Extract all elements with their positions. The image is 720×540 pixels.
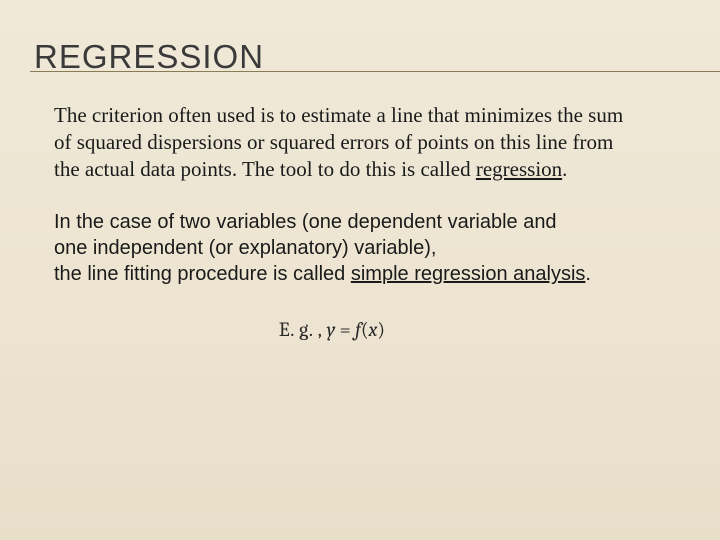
slide-title: REGRESSION xyxy=(34,38,690,78)
para2-underlined: simple regression analysis xyxy=(351,263,586,285)
para1-text-after: . xyxy=(562,157,567,181)
equation-prefix: E. g. , xyxy=(279,318,327,341)
para2-line2-after: . xyxy=(585,263,591,285)
paragraph-two-variables: In the case of two variables (one depend… xyxy=(54,209,594,288)
equation-close: ) xyxy=(377,318,385,341)
title-block: REGRESSION xyxy=(30,38,690,78)
para2-line1: In the case of two variables (one depend… xyxy=(54,211,557,259)
content-area: The criterion often used is to estimate … xyxy=(30,102,690,341)
title-underline xyxy=(30,71,720,72)
equation-open: ( xyxy=(361,318,369,341)
equation-lhs: y xyxy=(327,318,336,341)
paragraph-criterion: The criterion often used is to estimate … xyxy=(54,102,624,183)
equation: E. g. , y = f(x) xyxy=(14,318,650,341)
slide: REGRESSION The criterion often used is t… xyxy=(0,0,720,540)
equation-eq: = xyxy=(335,318,355,341)
para2-line2-before: the line fitting procedure is called xyxy=(54,263,351,285)
para1-underlined: regression xyxy=(476,157,562,181)
